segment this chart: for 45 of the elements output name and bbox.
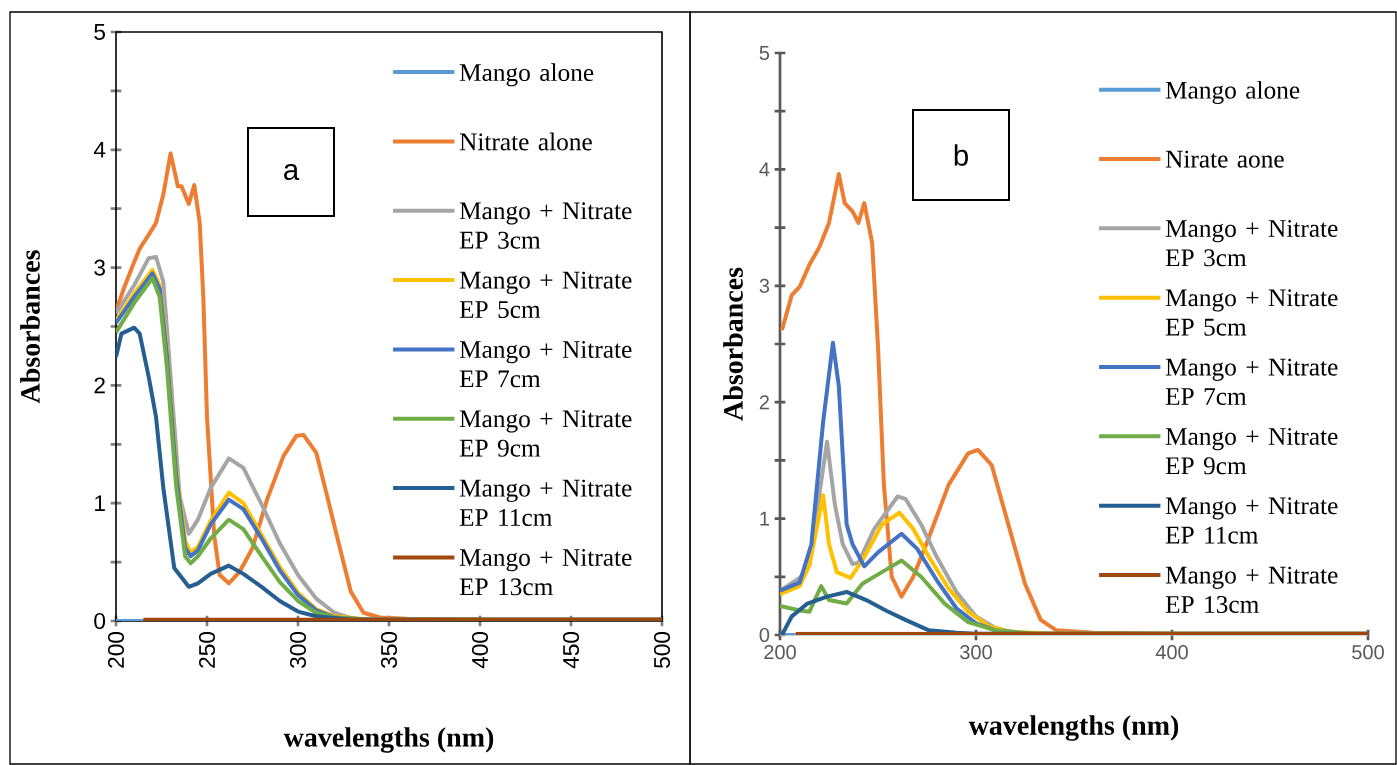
legend-label: Mango + Nitrate EP 11cm: [459, 479, 632, 527]
x-tick-label: 400: [471, 631, 489, 669]
y-axis-title: Absorbances: [20, 250, 40, 404]
x-tick-label: 300: [960, 645, 992, 660]
legend-label: Mango + Nitrate EP 11cm: [1165, 497, 1338, 544]
y-tick-label: 5: [94, 24, 105, 40]
legend-label: Mango alone: [1165, 80, 1300, 104]
x-tick-label: 500: [653, 631, 671, 668]
y-tick-label: 0: [759, 627, 770, 643]
legend-label: Mango alone: [459, 63, 594, 87]
y-tick-label: 1: [760, 511, 769, 526]
y-tick-label: 3: [94, 259, 105, 276]
legend-label: Mango + Nitrate EP 9cm: [1165, 427, 1338, 475]
x-tick-label: 400: [1155, 645, 1188, 660]
annotation: a: [284, 163, 300, 181]
legend-label: Mango + Nitrate EP 3cm: [1165, 219, 1338, 267]
legend-label: Mango + Nitrate EP 13cm: [1165, 566, 1338, 613]
legend-label: Mango + Nitrate EP 13cm: [459, 549, 632, 596]
x-tick-label: 450: [562, 631, 580, 669]
y-tick-label: 4: [759, 162, 770, 177]
legend-label: Nirate aone: [1165, 150, 1284, 168]
x-tick-label: 250: [198, 631, 216, 668]
y-tick-label: 2: [759, 395, 769, 410]
y-tick-label: 3: [759, 278, 770, 293]
legend-label: Mango + Nitrate EP 5cm: [459, 271, 632, 319]
y-tick-label: 5: [759, 46, 770, 60]
legend-label: Nitrate alone: [459, 132, 592, 151]
x-tick-label: 500: [1352, 645, 1384, 660]
x-axis-title: wavelengths (nm): [283, 727, 494, 753]
y-axis-title: Absorbances: [723, 267, 743, 421]
x-axis-title: wavelengths (nm): [968, 715, 1179, 741]
legend-label: Mango + Nitrate EP 3cm: [459, 202, 632, 249]
x-tick-label: 200: [107, 631, 125, 668]
x-tick-label: 200: [764, 645, 796, 660]
y-tick-label: 0: [94, 612, 106, 630]
y-tick-label: 4: [93, 142, 106, 158]
legend-label: Mango + Nitrate EP 7cm: [1165, 358, 1338, 405]
x-tick-label: 350: [380, 631, 398, 669]
legend-label: Mango + Nitrate EP 9cm: [459, 410, 632, 457]
annotation: b: [954, 144, 968, 166]
x-tick-label: 300: [289, 631, 307, 669]
y-tick-label: 1: [95, 495, 105, 511]
y-tick-label: 2: [94, 377, 105, 394]
legend-label: Mango + Nitrate EP 5cm: [1165, 289, 1338, 336]
legend-label: Mango + Nitrate EP 7cm: [459, 341, 632, 388]
